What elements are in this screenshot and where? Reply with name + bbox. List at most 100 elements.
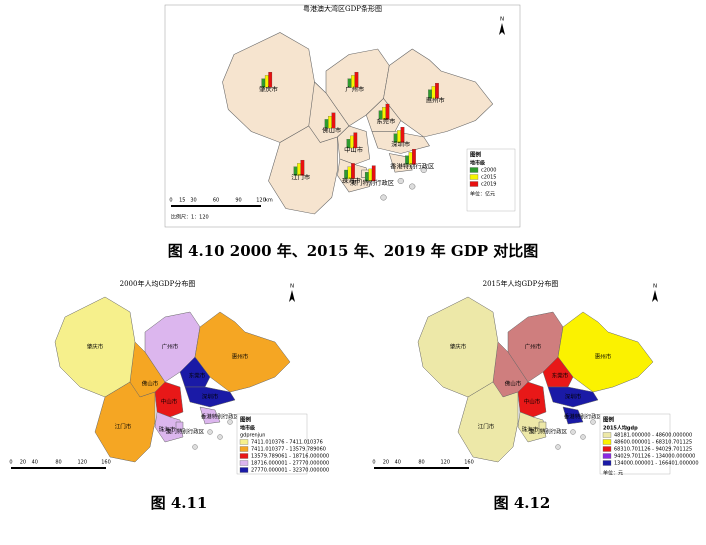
region-label: 佛山市 [322, 126, 341, 134]
scale-bar [11, 467, 106, 469]
island [380, 194, 387, 201]
legend-swatch [602, 439, 612, 445]
bar-symbol [300, 159, 305, 176]
region [154, 411, 184, 443]
bar-symbol [264, 75, 269, 88]
region-label: 香港特别行政区 [390, 163, 434, 171]
region-label: 珠海市 [522, 426, 539, 434]
region [457, 381, 519, 463]
region [184, 386, 236, 408]
scale-label: 120 [256, 198, 266, 204]
scale-label: 0 [9, 460, 12, 466]
region-label: 肇庆市 [450, 343, 467, 351]
bar-symbol [368, 168, 373, 182]
legend-item: 27770.000001 - 32370.000000 [251, 468, 329, 474]
region-label: 肇庆市 [259, 86, 278, 94]
island [590, 419, 596, 425]
island [217, 434, 223, 440]
legend-item: c2019 [481, 182, 496, 188]
legend-item: 7411.010376 - 7411.010376 [251, 440, 323, 446]
legend-unit: 单位：元 [603, 470, 623, 477]
legend-swatch [239, 446, 249, 452]
scale-label: 60 [213, 198, 219, 204]
scale-label: 80 [418, 460, 424, 466]
region-label: 深圳市 [202, 393, 219, 401]
legend-item: 48600.000001 - 68310.701125 [614, 440, 692, 446]
region-label: 中山市 [344, 146, 363, 154]
legend-swatch [602, 446, 612, 452]
scale-bar [374, 467, 469, 469]
legend-unit: 单位：亿元 [470, 191, 495, 198]
region-label: 佛山市 [142, 380, 159, 388]
island [409, 183, 416, 190]
region-label: 香港特别行政区 [201, 413, 240, 421]
region-label: 惠州市 [232, 353, 249, 361]
legend-swatch [239, 439, 249, 445]
scale-bar [171, 205, 261, 207]
region [547, 386, 599, 408]
region-label: 深圳市 [391, 141, 410, 149]
region [538, 421, 547, 430]
bar-symbol [351, 75, 355, 88]
island [227, 419, 233, 425]
scale-label: 90 [235, 198, 241, 204]
bar-symbol [353, 132, 358, 149]
region [542, 356, 574, 388]
scale-label: 0 [169, 198, 172, 204]
scale-label: 80 [55, 460, 61, 466]
legend-box [599, 413, 671, 475]
region-label: 广州市 [162, 343, 179, 351]
scale-label: 20 [20, 460, 26, 466]
legend-swatch [469, 181, 479, 187]
scale-label: 120 [77, 460, 87, 466]
legend-title: 图例 [240, 416, 252, 424]
scale-label: 20 [383, 460, 389, 466]
legend-item: c2015 [481, 175, 496, 181]
region [199, 406, 221, 425]
island [580, 434, 586, 440]
figure-caption: 图 4.12 [494, 494, 551, 512]
region-label: 澳门特别行政区 [350, 179, 394, 187]
map-title: 2015年人均GDP分布图 [483, 279, 559, 288]
bar-symbol [382, 107, 386, 120]
region-label: 江门市 [115, 423, 132, 431]
region [517, 411, 547, 443]
bar-symbol [408, 152, 413, 165]
region-label: 广州市 [345, 86, 364, 94]
region-label: 江门市 [478, 423, 495, 431]
region-label: 惠州市 [595, 353, 612, 361]
legend-item: 68310.701126 - 94029.701125 [614, 447, 692, 453]
legend-subtitle: 地市级 [240, 425, 255, 432]
scale-label: 0 [372, 460, 375, 466]
bar-symbol [435, 82, 439, 99]
region-label: 江门市 [291, 174, 310, 182]
bar-symbol [331, 112, 336, 129]
region-label: 深圳市 [565, 393, 582, 401]
scale-label: 160 [101, 460, 111, 466]
island [555, 444, 561, 450]
legend-item: 13579.789061 - 18716.000000 [251, 454, 329, 460]
region-label: 广州市 [525, 343, 542, 351]
region-label: 惠州市 [426, 97, 445, 105]
scale-label: 40 [32, 460, 38, 466]
north-arrow [289, 290, 295, 302]
bar-symbol [412, 148, 416, 165]
legend-swatch [469, 174, 479, 180]
region [175, 421, 184, 430]
island [420, 167, 427, 173]
scale-label: 15 [179, 198, 185, 204]
bar-symbol [400, 126, 405, 143]
legend-swatch [239, 467, 249, 473]
region [179, 356, 211, 388]
scale-label: 30 [190, 198, 196, 204]
scale-label: 120 [440, 460, 450, 466]
island [397, 178, 404, 184]
scale-ratio: 比例尺：1：120 [171, 214, 209, 221]
region-label: 香港特别行政区 [564, 413, 603, 421]
region-label: 东莞市 [552, 372, 569, 380]
legend-title: 图例 [470, 151, 482, 159]
